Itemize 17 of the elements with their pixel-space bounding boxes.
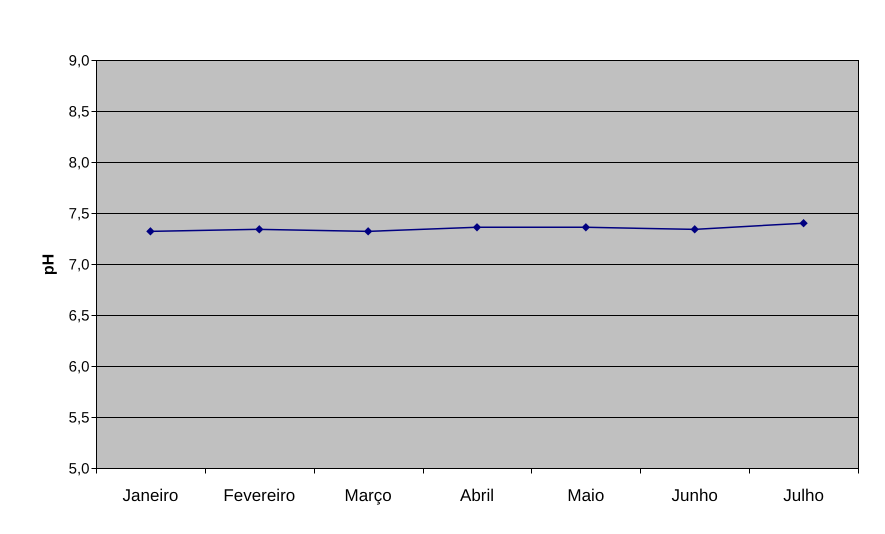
x-tick-label: Julho	[783, 486, 824, 505]
y-tick-label: 7,5	[68, 206, 90, 222]
y-tick-label: 9,0	[68, 52, 90, 70]
y-tick-label: 5,5	[68, 410, 90, 426]
x-tick-label: Março	[344, 486, 392, 505]
x-tick-label: Maio	[567, 486, 604, 505]
y-tick-label: 7,0	[68, 256, 90, 274]
y-tick-label: 5,0	[68, 460, 90, 478]
y-tick-label: 8,5	[68, 104, 90, 120]
y-tick-label: 8,0	[68, 154, 90, 172]
x-tick-label: Fevereiro	[223, 486, 296, 505]
x-tick-label: Junho	[672, 486, 718, 505]
y-tick-label: 6,0	[68, 358, 90, 376]
x-tick-label: Abril	[460, 486, 494, 505]
y-axis-title: pH	[40, 254, 58, 276]
x-tick-label: Janeiro	[122, 486, 178, 505]
y-tick-label: 6,5	[68, 308, 90, 324]
